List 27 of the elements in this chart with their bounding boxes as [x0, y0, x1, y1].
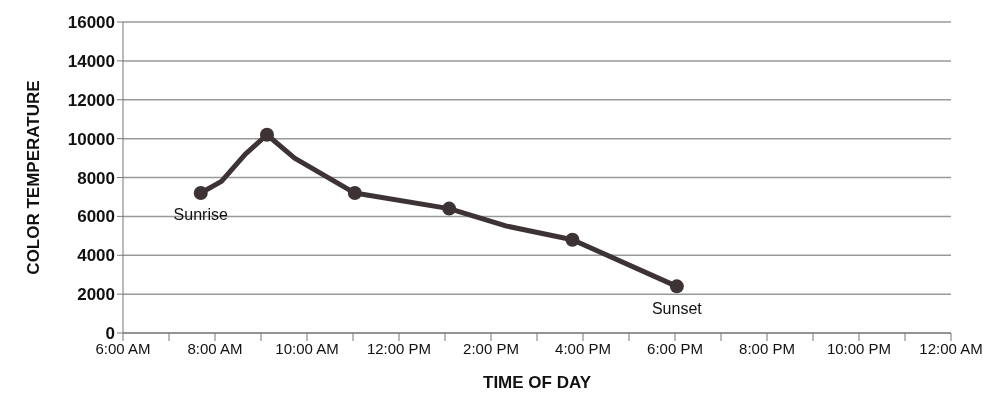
y-tick-label: 12000	[67, 90, 115, 110]
y-tick-label: 4000	[77, 246, 115, 266]
x-tick-label: 8:00 AM	[187, 339, 243, 357]
x-tick-label: 4:00 PM	[555, 339, 611, 357]
x-tick-label: 2:00 PM	[463, 339, 519, 357]
y-tick-label: 14000	[67, 51, 115, 71]
y-tick-label: 16000	[67, 13, 115, 33]
x-tick-label: 10:00 AM	[275, 339, 339, 357]
point	[442, 201, 457, 216]
annotation: Sunset	[651, 299, 703, 317]
point	[669, 279, 684, 294]
y-tick-label: 2000	[77, 285, 115, 305]
point	[259, 127, 274, 142]
annotation: Sunrise	[173, 206, 228, 224]
point	[347, 186, 362, 201]
point	[565, 232, 580, 247]
x-tick-label: 6:00 PM	[647, 339, 703, 357]
x-tick-label: 12:00 PM	[366, 339, 432, 357]
y-tick-label: 10000	[67, 129, 115, 149]
y-tick-label: 6000	[77, 207, 115, 227]
x-tick-label: 12:00 AM	[919, 339, 983, 357]
y-axis-title: COLOR TEMPERATURE	[24, 80, 44, 275]
x-tick-label: 10:00 PM	[826, 339, 892, 357]
x-tick-label: 8:00 PM	[739, 339, 795, 357]
point	[193, 186, 208, 201]
x-axis-title: TIME OF DAY	[483, 373, 592, 392]
y-tick-label: 8000	[77, 168, 115, 188]
